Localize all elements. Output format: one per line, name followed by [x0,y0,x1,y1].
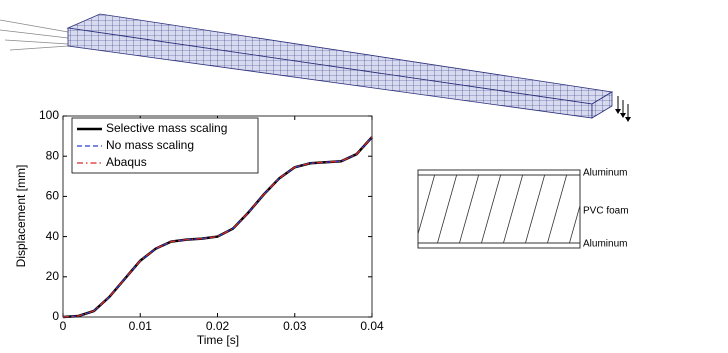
x-tick-label: 0.03 [283,319,307,333]
x-tick-label: 0.04 [360,319,384,333]
y-tick-label: 60 [46,189,60,203]
layer-label: Aluminum [583,239,627,250]
x-tick-label: 0 [60,319,67,333]
legend-label: No mass scaling [106,138,194,152]
layer-label: PVC foam [583,206,629,217]
legend-label: Abaqus [106,155,147,169]
x-axis-label: Time [s] [197,333,239,347]
figure: Aluminum PVC foam Aluminum Time [s] Disp… [0,0,728,353]
x-tick-label: 0.01 [129,319,153,333]
y-tick-label: 100 [39,108,59,122]
beam-mesh [0,14,631,122]
layer-label: Aluminum [583,168,627,179]
cross-section: Aluminum PVC foam Aluminum [418,168,629,250]
legend-label: Selective mass scaling [106,121,227,135]
y-tick-label: 40 [46,229,60,243]
y-tick-label: 20 [46,269,60,283]
y-tick-label: 80 [46,148,60,162]
line-chart: Time [s] Displacement [mm] 0 20 40 60 80 100 0… [14,108,384,347]
y-tick-label: 0 [52,309,59,323]
y-axis-label: Displacement [mm] [14,165,28,268]
x-tick-label: 0.02 [206,319,230,333]
